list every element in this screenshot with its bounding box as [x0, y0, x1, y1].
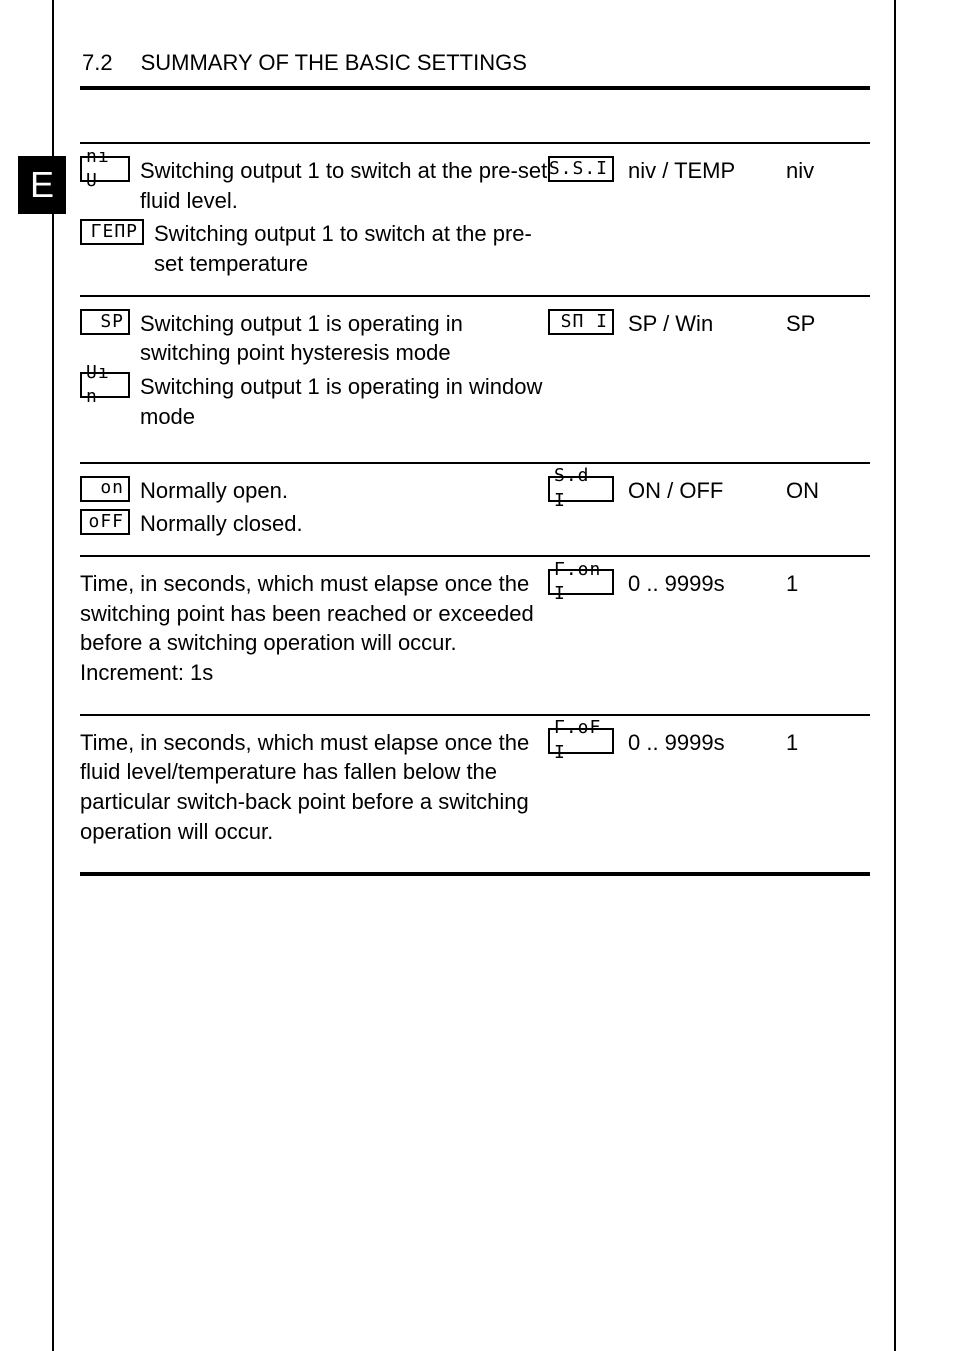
page-right-border	[894, 0, 896, 1351]
lcd-param-icon: S.d I	[548, 476, 614, 502]
option-text: Switching output 1 to switch at the pre-…	[140, 156, 548, 215]
lcd-param-icon: Γ.oF I	[548, 728, 614, 754]
section-title: SUMMARY OF THE BASIC SETTINGS	[141, 50, 527, 76]
page-content: 7.2 SUMMARY OF THE BASIC SETTINGS E nı U…	[80, 50, 870, 876]
default-text: 1	[786, 569, 870, 599]
lcd-option-icon: on	[80, 476, 130, 502]
param-col: Γ.on I	[548, 569, 628, 595]
description-text: Time, in seconds, which must elapse once…	[80, 569, 548, 688]
option-line: on Normally open.	[80, 476, 548, 506]
description-text: Time, in seconds, which must elapse once…	[80, 728, 548, 847]
rule-bottom	[80, 872, 870, 876]
option-text: Switching output 1 is operating in switc…	[140, 309, 548, 368]
settings-row: SP Switching output 1 is operating in sw…	[80, 309, 870, 436]
default-text: SP	[786, 309, 870, 339]
lcd-param-icon: SΠ I	[548, 309, 614, 335]
description-col: nı U Switching output 1 to switch at the…	[80, 156, 548, 283]
param-col: SΠ I	[548, 309, 628, 335]
option-line: oFF Normally closed.	[80, 509, 548, 539]
param-col: Γ.oF I	[548, 728, 628, 754]
range-text: 0 .. 9999s	[628, 569, 786, 599]
default-text: ON	[786, 476, 870, 506]
range-text: SP / Win	[628, 309, 786, 339]
lcd-param-icon: S.S.I	[548, 156, 614, 182]
option-line: Uı n Switching output 1 is operating in …	[80, 372, 548, 431]
range-text: ON / OFF	[628, 476, 786, 506]
option-text: Normally open.	[140, 476, 548, 506]
option-line: ΓEΠP Switching output 1 to switch at the…	[80, 219, 548, 278]
option-text: Switching output 1 is operating in windo…	[140, 372, 548, 431]
description-col: on Normally open. oFF Normally closed.	[80, 476, 548, 543]
lcd-param-icon: Γ.on I	[548, 569, 614, 595]
range-text: niv / TEMP	[628, 156, 786, 186]
default-text: 1	[786, 728, 870, 758]
settings-row: nı U Switching output 1 to switch at the…	[80, 156, 870, 283]
settings-row: Time, in seconds, which must elapse once…	[80, 728, 870, 847]
section-tab: E	[18, 156, 66, 214]
option-line: SP Switching output 1 is operating in sw…	[80, 309, 548, 368]
lcd-option-icon: nı U	[80, 156, 130, 182]
option-line: nı U Switching output 1 to switch at the…	[80, 156, 548, 215]
default-text: niv	[786, 156, 870, 186]
param-col: S.S.I	[548, 156, 628, 182]
option-text: Switching output 1 to switch at the pre-…	[154, 219, 548, 278]
section-header: 7.2 SUMMARY OF THE BASIC SETTINGS	[80, 50, 870, 76]
lcd-option-icon: oFF	[80, 509, 130, 535]
option-text: Normally closed.	[140, 509, 548, 539]
section-tab-letter: E	[30, 164, 54, 206]
param-col: S.d I	[548, 476, 628, 502]
lcd-option-icon: Uı n	[80, 372, 130, 398]
description-col: SP Switching output 1 is operating in sw…	[80, 309, 548, 436]
settings-row: Time, in seconds, which must elapse once…	[80, 569, 870, 688]
lcd-option-icon: ΓEΠP	[80, 219, 144, 245]
settings-row: on Normally open. oFF Normally closed. S…	[80, 476, 870, 543]
section-number: 7.2	[82, 50, 113, 76]
range-text: 0 .. 9999s	[628, 728, 786, 758]
lcd-option-icon: SP	[80, 309, 130, 335]
